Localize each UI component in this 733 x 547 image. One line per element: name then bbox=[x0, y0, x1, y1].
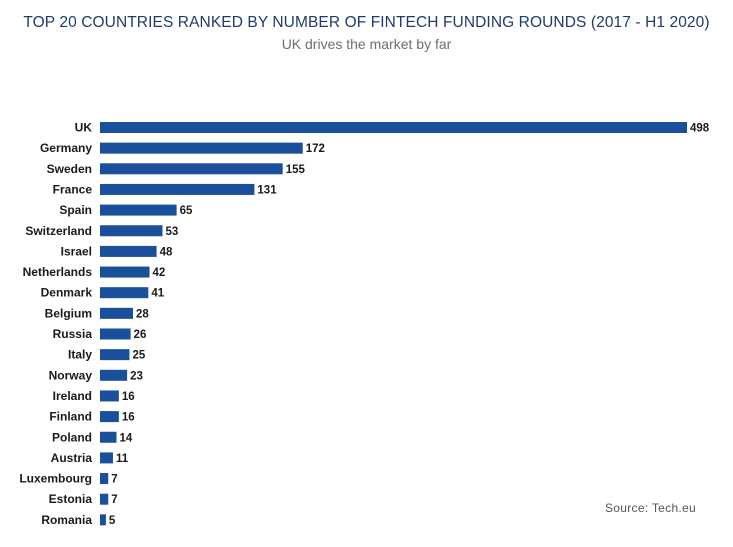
category-label: Italy bbox=[68, 348, 92, 362]
category-label: Denmark bbox=[41, 286, 93, 300]
category-label: Ireland bbox=[53, 389, 92, 403]
chart-subtitle: UK drives the market by far bbox=[281, 36, 452, 52]
category-label: Romania bbox=[41, 513, 92, 527]
value-label: 41 bbox=[151, 288, 164, 300]
bar bbox=[100, 122, 687, 133]
bar bbox=[100, 349, 130, 361]
category-label: Finland bbox=[49, 410, 92, 424]
bar bbox=[100, 142, 303, 154]
bar bbox=[100, 245, 157, 257]
bar bbox=[100, 493, 109, 505]
value-label: 26 bbox=[134, 329, 147, 341]
category-label: Spain bbox=[59, 203, 92, 217]
value-label: 172 bbox=[306, 143, 325, 155]
bar bbox=[100, 225, 163, 237]
chart-title: TOP 20 COUNTRIES RANKED BY NUMBER OF FIN… bbox=[23, 14, 710, 31]
bar bbox=[100, 287, 149, 299]
value-label: 131 bbox=[257, 184, 277, 196]
category-label: Norway bbox=[49, 368, 93, 382]
value-label: 498 bbox=[690, 123, 710, 135]
bar bbox=[100, 369, 128, 381]
value-label: 42 bbox=[153, 267, 166, 279]
bar bbox=[100, 452, 113, 464]
category-label: Belgium bbox=[45, 306, 92, 320]
category-label: Sweden bbox=[47, 162, 92, 176]
value-label: 23 bbox=[130, 370, 143, 382]
bar bbox=[100, 514, 106, 526]
value-label: 65 bbox=[180, 205, 193, 217]
category-label: Poland bbox=[52, 430, 92, 444]
value-label: 16 bbox=[122, 412, 135, 424]
bar bbox=[100, 204, 177, 216]
category-label: Netherlands bbox=[23, 265, 93, 279]
bar bbox=[100, 183, 255, 195]
value-label: 155 bbox=[286, 164, 306, 176]
value-label: 7 bbox=[111, 494, 117, 506]
bar bbox=[100, 473, 109, 485]
category-label: France bbox=[53, 182, 93, 196]
category-label: Estonia bbox=[49, 492, 93, 506]
bar bbox=[100, 328, 131, 340]
value-label: 53 bbox=[165, 226, 178, 238]
value-label: 48 bbox=[160, 246, 173, 258]
bar bbox=[100, 307, 134, 319]
value-label: 5 bbox=[109, 515, 116, 527]
source-note: Source: Tech.eu bbox=[605, 501, 697, 515]
category-label: Luxembourg bbox=[19, 472, 92, 486]
category-label: Austria bbox=[51, 451, 93, 465]
bar bbox=[100, 431, 117, 443]
value-label: 7 bbox=[111, 474, 117, 486]
value-label: 16 bbox=[122, 391, 135, 403]
value-label: 11 bbox=[116, 453, 129, 465]
category-label: Israel bbox=[61, 244, 92, 258]
category-label: Switzerland bbox=[25, 224, 92, 238]
category-label: Germany bbox=[40, 141, 92, 155]
category-label: UK bbox=[75, 121, 93, 135]
value-label: 25 bbox=[132, 350, 145, 362]
bar bbox=[100, 266, 150, 278]
bar bbox=[100, 411, 119, 423]
bar bbox=[100, 163, 283, 175]
bar bbox=[100, 390, 119, 402]
value-label: 28 bbox=[136, 308, 149, 320]
category-label: Russia bbox=[53, 327, 93, 341]
value-label: 14 bbox=[120, 432, 133, 444]
